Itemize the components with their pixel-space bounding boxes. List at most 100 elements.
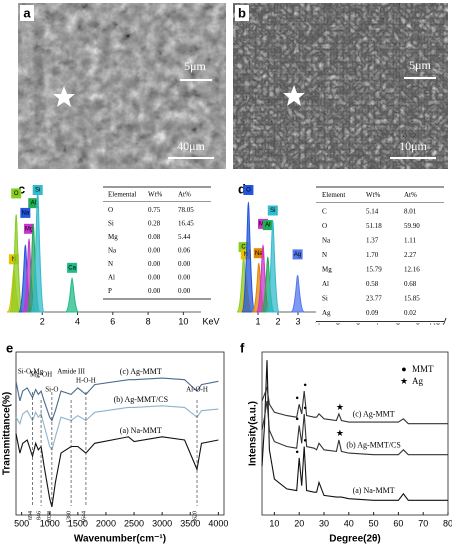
series-label: (a) Na-MMT: [353, 486, 395, 495]
table-header: At%: [178, 190, 191, 198]
table-cell: P: [108, 287, 112, 295]
annotation-label: Amide III: [57, 368, 85, 376]
table-cell: Al: [108, 273, 115, 281]
peak-marker: ●: [303, 382, 307, 388]
table-cell: 23.77: [366, 294, 382, 302]
x-tick-label: 6: [110, 316, 115, 326]
x-tick-label: 3000: [152, 518, 172, 528]
table-cell: Si: [322, 294, 328, 302]
peak-label-box: [28, 198, 39, 209]
spectrum-line: [15, 405, 219, 452]
peak-marker: ●: [295, 417, 299, 423]
x-tick-label: 2500: [124, 518, 144, 528]
peak-label: Ca: [68, 265, 76, 271]
table-cell: 0.00: [178, 273, 191, 281]
table-cell: 0.09: [366, 309, 379, 317]
spectrum-line: [261, 385, 448, 425]
annotation-label: H-O-H: [76, 377, 96, 385]
peak-label: Al: [31, 201, 36, 207]
table-cell: 51.18: [366, 222, 382, 230]
table-header: At%: [404, 191, 417, 199]
scale-label: 40μm: [177, 139, 205, 153]
table-cell: 0.08: [148, 233, 161, 241]
eds-peak: [241, 201, 256, 313]
x-tick-label: 2000: [96, 518, 116, 528]
series-label: (c) Ag-MMT: [353, 410, 395, 419]
star-marker: [53, 86, 75, 107]
peak-label: O: [14, 191, 19, 197]
legend-symbol: ★: [400, 376, 408, 386]
table-header: Elemental: [108, 190, 136, 198]
star-marker: [283, 85, 305, 106]
peak-marker: ●: [303, 438, 307, 444]
peak-label-box: [238, 242, 249, 253]
series-label: (b) Ag-MMT/CS: [346, 441, 400, 450]
table-bg: [316, 185, 444, 324]
table-cell: 1.37: [366, 236, 379, 244]
peak-label-box: [253, 248, 264, 259]
table-cell: 12.16: [404, 265, 420, 273]
spectrum-line: [261, 360, 448, 501]
peak-label-box: [24, 223, 35, 234]
peak-label: C: [241, 245, 246, 251]
sem-texture-a: [18, 3, 226, 169]
x-unit: KeV: [202, 316, 219, 326]
x-tick-label: 60: [393, 518, 403, 528]
table-cell: 0.00: [178, 260, 191, 268]
peak-marker: ★: [336, 402, 344, 412]
panel-label: d: [238, 181, 246, 196]
annotation-value: 846: [36, 511, 42, 520]
panel-label: f: [240, 340, 245, 355]
plot-frame: [261, 351, 449, 516]
table-cell: 16.45: [178, 219, 194, 227]
x-tick-label: 2: [275, 316, 280, 326]
x-tick-label: 1500: [68, 518, 88, 528]
table-cell: 0.00: [178, 287, 191, 295]
scale-label: 5μm: [184, 59, 206, 73]
table-cell: 5.44: [178, 233, 191, 241]
table-cell: 0.00: [148, 287, 161, 295]
panel-label: b: [238, 5, 246, 20]
x-tick-label: 20: [294, 518, 304, 528]
x-tick-label: 40: [344, 518, 354, 528]
x-tick-label: 1: [255, 316, 260, 326]
panel-label: a: [23, 5, 31, 20]
x-axis-label: Wavenumber(cm⁻¹): [74, 534, 166, 545]
table-cell: 59.90: [404, 222, 420, 230]
x-tick-label: 10: [269, 518, 279, 528]
peak-label: O: [246, 188, 251, 194]
annotation-value: 3620: [192, 511, 198, 523]
table-cell: 15.85: [404, 294, 420, 302]
table-cell: 0.28: [148, 219, 161, 227]
peak-label-box: [292, 249, 303, 260]
peak-label-box: [267, 205, 278, 216]
table-cell: 5.14: [366, 207, 379, 215]
table-header: Wt%: [148, 190, 163, 198]
table-cell: 0.00: [148, 273, 161, 281]
table-cell: Mg: [322, 265, 332, 273]
peak-label-box: [243, 185, 254, 195]
table-cell: 2.27: [404, 251, 417, 259]
panel-label: e: [6, 340, 13, 355]
table-header: Element: [322, 191, 345, 199]
table-cell: Na: [108, 246, 117, 254]
annotation-value: 1380: [66, 511, 72, 523]
x-tick-label: 30: [319, 518, 329, 528]
legend-label: Ag: [412, 376, 423, 386]
table-cell: 0.02: [404, 309, 417, 317]
annotation-label: Al-O-H: [186, 386, 208, 394]
table-bg: [103, 185, 211, 301]
table-cell: 0.75: [148, 206, 161, 214]
table-cell: Si: [108, 219, 114, 227]
peak-label: Na: [255, 251, 263, 257]
table-cell: 0.06: [178, 246, 191, 254]
series-label: (c) Ag-MMT: [120, 367, 162, 376]
table-cell: C: [322, 207, 327, 215]
spectrum-line: [261, 400, 448, 456]
table-cell: Al: [322, 280, 329, 288]
peak-label-box: [262, 220, 273, 231]
table-cell: Mg: [108, 233, 118, 241]
scale-label: 5μm: [409, 58, 431, 72]
scale-label: 10μm: [399, 139, 427, 153]
legend-label: MMT: [412, 364, 434, 374]
